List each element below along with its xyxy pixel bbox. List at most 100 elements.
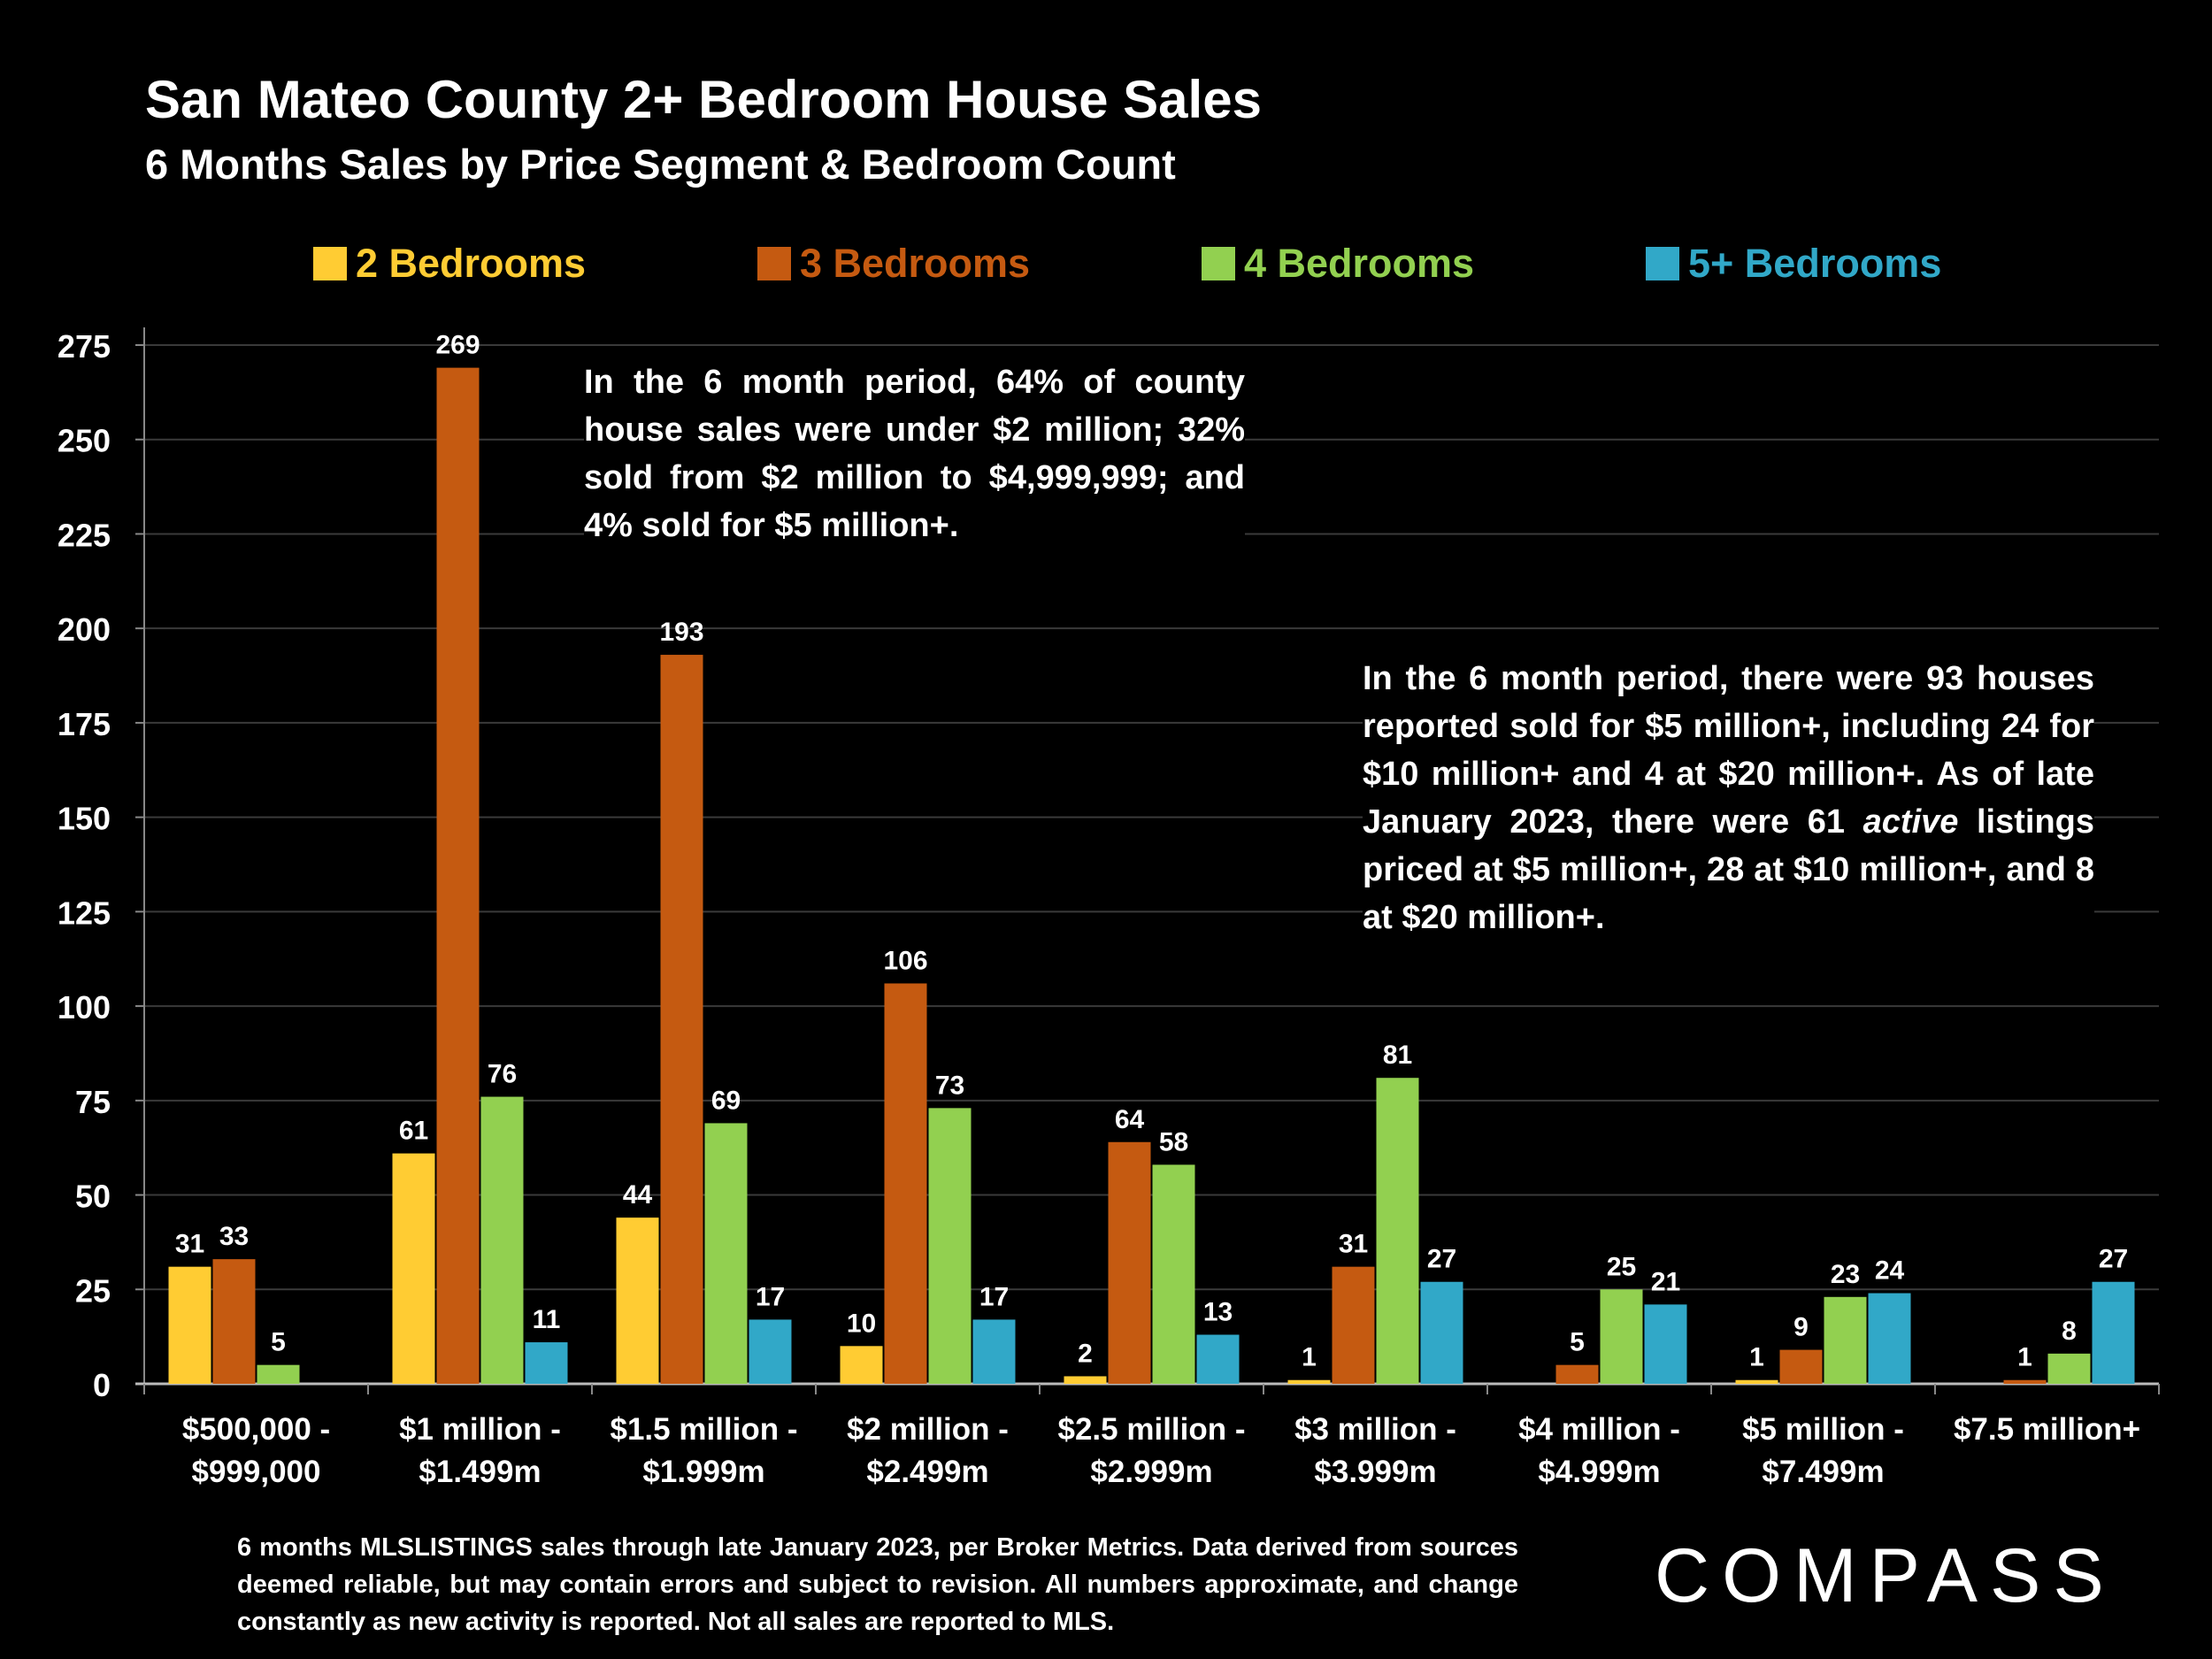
bar [972, 1319, 1016, 1384]
compass-logo: COMPASS [1655, 1533, 2116, 1618]
data-label: 31 [175, 1230, 204, 1259]
data-label: 76 [488, 1060, 517, 1089]
bar [1287, 1379, 1331, 1384]
data-label: 269 [435, 331, 480, 360]
bar [1152, 1164, 1195, 1384]
bar [2047, 1353, 2091, 1384]
legend-item-3-bedrooms: 3 Bedrooms [757, 241, 1030, 287]
data-label: 44 [623, 1180, 653, 1210]
bar [1824, 1296, 1867, 1384]
x-tick-label: $5 million - [1742, 1412, 1904, 1447]
data-label: 31 [1339, 1230, 1368, 1259]
bar [1555, 1364, 1599, 1384]
x-tick-label: $1.5 million - [611, 1412, 798, 1447]
data-label: 23 [1831, 1260, 1860, 1289]
data-label: 9 [1793, 1313, 1809, 1342]
bar [1376, 1078, 1419, 1384]
y-tick-label: 175 [58, 706, 111, 742]
legend-label-2-bedrooms: 2 Bedrooms [356, 241, 587, 286]
bar [1868, 1293, 1911, 1384]
y-tick-label: 150 [58, 801, 111, 837]
data-label: 193 [659, 618, 703, 647]
legend-swatch-3-bedrooms [757, 247, 791, 280]
x-tick-label: $3.999m [1314, 1455, 1436, 1489]
y-tick-label: 75 [75, 1084, 111, 1120]
bar [1600, 1289, 1643, 1384]
data-label: 27 [2099, 1245, 2128, 1274]
annotation-left: In the 6 month period, 64% of county hou… [584, 358, 1245, 549]
bar [1196, 1334, 1240, 1384]
legend-swatch-2-bedrooms [313, 247, 347, 280]
x-tick-label: $7.499m [1762, 1455, 1884, 1489]
data-label: 13 [1203, 1298, 1233, 1327]
x-tick-label: $4 million - [1518, 1412, 1680, 1447]
bar [1735, 1379, 1778, 1384]
data-label: 73 [935, 1071, 964, 1100]
bar [392, 1153, 435, 1384]
data-label: 58 [1159, 1127, 1188, 1156]
legend-item-4-bedrooms: 4 Bedrooms [1202, 241, 1474, 287]
data-label: 27 [1427, 1245, 1456, 1274]
y-tick-label: 50 [75, 1179, 111, 1215]
bar [2003, 1379, 2047, 1384]
bar [2092, 1281, 2135, 1384]
data-label: 1 [1302, 1343, 1317, 1372]
bar [525, 1342, 568, 1384]
bar [616, 1217, 659, 1384]
data-label: 17 [979, 1282, 1009, 1311]
data-label: 25 [1607, 1252, 1636, 1281]
annotation-right-text-2: listings priced at $5 million+, 28 at $1… [1363, 803, 2095, 936]
data-label: 21 [1651, 1267, 1680, 1296]
y-tick-label: 25 [75, 1272, 111, 1309]
bar [1779, 1349, 1823, 1384]
bar [1108, 1141, 1151, 1384]
x-tick-label: $1.499m [419, 1455, 541, 1489]
y-tick-label: 225 [58, 517, 111, 553]
x-tick-label: $2.5 million - [1058, 1412, 1246, 1447]
y-tick-label: 100 [58, 989, 111, 1025]
legend-label-3-bedrooms: 3 Bedrooms [800, 241, 1031, 286]
x-tick-label: $2.499m [866, 1455, 988, 1489]
bar [436, 367, 480, 1385]
data-label: 106 [883, 946, 927, 975]
y-tick-label: 200 [58, 611, 111, 648]
bar [704, 1123, 748, 1384]
data-label: 1 [2017, 1343, 2032, 1372]
data-label: 33 [219, 1222, 249, 1251]
data-label: 10 [847, 1309, 876, 1338]
bar [1644, 1304, 1687, 1384]
annotation-right-emphasis: active [1863, 803, 1959, 841]
y-tick-label: 125 [58, 895, 111, 931]
data-label: 24 [1875, 1256, 1905, 1286]
legend-item-2-bedrooms: 2 Bedrooms [313, 241, 586, 287]
x-tick-label: $4.999m [1538, 1455, 1660, 1489]
data-label: 11 [533, 1305, 561, 1334]
legend-item-5-bedrooms: 5+ Bedrooms [1646, 241, 1941, 287]
chart-title: San Mateo County 2+ Bedroom House Sales [145, 70, 1262, 129]
annotation-right: In the 6 month period, there were 93 hou… [1363, 655, 2094, 941]
data-label: 69 [711, 1086, 741, 1115]
annotation-right-text-1: In the 6 month period, there were 93 hou… [1363, 660, 2094, 841]
bar [168, 1266, 211, 1384]
legend-swatch-4-bedrooms [1202, 247, 1235, 280]
x-tick-label: $1 million - [399, 1412, 561, 1447]
y-tick-label: 275 [58, 328, 111, 365]
bar [212, 1259, 256, 1384]
x-tick-label: $999,000 [192, 1455, 321, 1489]
chart-subtitle: 6 Months Sales by Price Segment & Bedroo… [145, 141, 1176, 188]
data-label: 8 [2062, 1317, 2077, 1346]
y-tick-label: 0 [93, 1367, 111, 1403]
legend-swatch-5-bedrooms [1646, 247, 1679, 280]
x-tick-label: $1.999m [642, 1455, 764, 1489]
legend-label-4-bedrooms: 4 Bedrooms [1244, 241, 1475, 286]
bar [749, 1319, 792, 1384]
data-label: 81 [1383, 1041, 1412, 1070]
data-label: 17 [756, 1282, 785, 1311]
y-tick-label: 250 [58, 423, 111, 459]
x-tick-label: $2 million - [847, 1412, 1009, 1447]
data-label: 61 [399, 1117, 428, 1146]
bar [1420, 1281, 1463, 1384]
x-tick-label: $500,000 - [182, 1412, 330, 1447]
bar [840, 1346, 883, 1384]
